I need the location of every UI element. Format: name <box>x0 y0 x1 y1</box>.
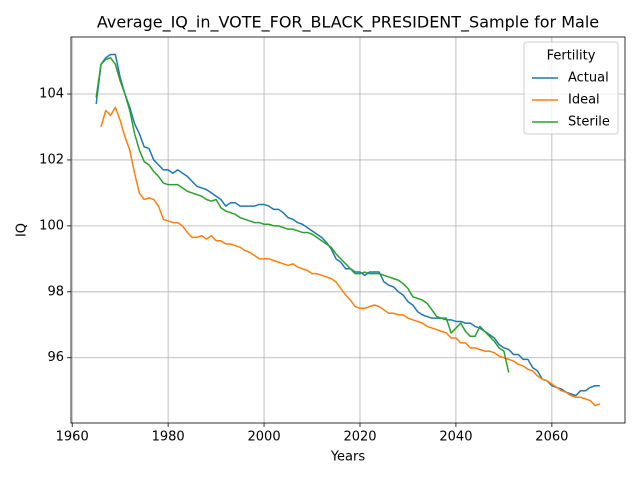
legend-label: Ideal <box>568 93 600 108</box>
chart-title: Average_IQ_in_VOTE_FOR_BLACK_PRESIDENT_S… <box>97 13 599 33</box>
y-tick-label: 100 <box>39 218 64 233</box>
line-series <box>95 53 600 397</box>
x-tick-label: 1980 <box>152 430 185 445</box>
y-tick-label: 102 <box>39 152 64 167</box>
legend-box <box>523 41 619 135</box>
line-series <box>100 106 601 407</box>
y-tick-label: 96 <box>47 350 64 365</box>
legend: Fertility Actual Ideal Sterile <box>523 41 619 135</box>
x-tick-label: 2000 <box>248 430 281 445</box>
legend-label: Sterile <box>568 115 610 130</box>
y-axis-label: IQ <box>15 223 30 237</box>
x-axis-label: Years <box>330 450 366 465</box>
y-tick-label: 104 <box>39 87 64 102</box>
x-tick-label: 2060 <box>535 430 568 445</box>
x-tick-label: 2020 <box>343 430 376 445</box>
x-tick-label: 1960 <box>56 430 89 445</box>
y-tick-label: 98 <box>47 284 64 299</box>
legend-title: Fertility <box>547 49 596 64</box>
plot-frame <box>70 36 626 424</box>
legend-label: Actual <box>568 71 609 86</box>
line-series <box>95 57 510 373</box>
x-tick-label: 2040 <box>439 430 472 445</box>
